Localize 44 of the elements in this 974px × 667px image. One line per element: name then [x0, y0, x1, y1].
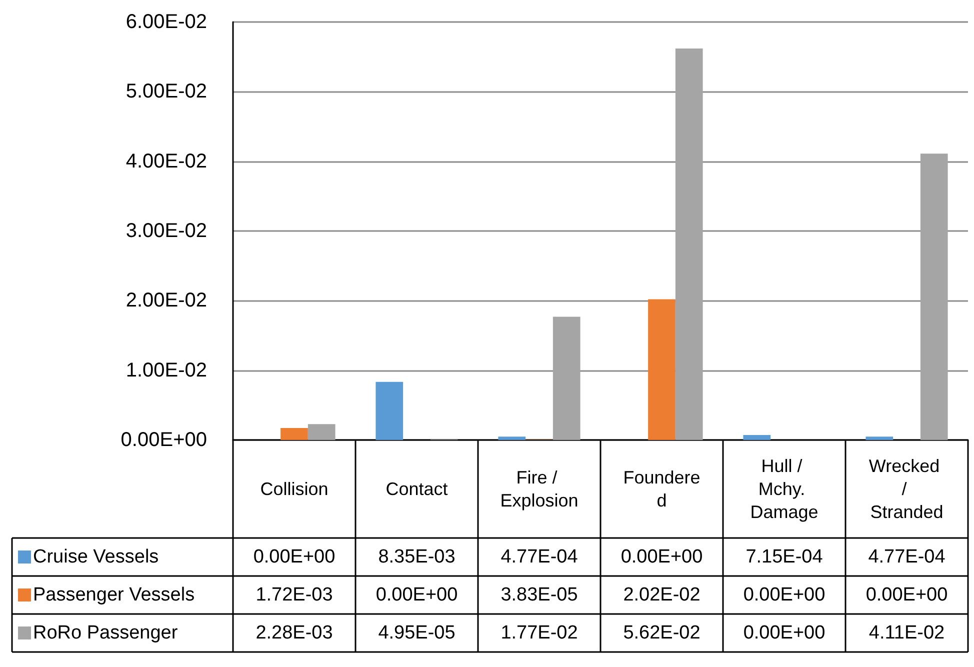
- y-tick-label: 5.00E-02: [126, 80, 207, 103]
- bar: [648, 299, 676, 440]
- bar: [675, 48, 703, 440]
- data-label: 0.00E+00: [620, 546, 703, 568]
- data-label: 2.28E-03: [256, 622, 333, 644]
- y-tick-label: 2.00E-02: [126, 290, 207, 312]
- bar: [552, 316, 580, 440]
- data-label: 0.00E+00: [376, 584, 458, 606]
- data-label: 2.02E-02: [623, 584, 700, 606]
- data-label: 7.15E-04: [746, 546, 824, 568]
- legend-label: Cruise Vessels: [33, 546, 159, 568]
- x-tick-label: Fire / Explosion: [500, 468, 578, 510]
- y-tick-label: 6.00E-02: [126, 11, 207, 33]
- data-label: 4.11E-02: [868, 622, 945, 644]
- data-label: 0.00E+00: [743, 584, 826, 606]
- y-tick-label: 3.00E-02: [126, 220, 207, 242]
- data-label: 0.00E+00: [866, 584, 948, 606]
- data-label: 1.72E-03: [256, 584, 333, 606]
- x-tick-label: Collision: [260, 479, 328, 499]
- bar: [866, 436, 894, 440]
- data-label: 4.77E-04: [868, 546, 946, 568]
- x-tick-label: Wrecked / Stranded: [868, 456, 945, 522]
- x-tick-label: Hull / Mchy. Damage: [750, 456, 818, 522]
- data-label: 3.83E-05: [500, 584, 578, 606]
- x-tick-label: Foundered: [623, 468, 700, 510]
- data-label: 4.77E-04: [500, 546, 578, 568]
- data-label: 8.35E-03: [378, 546, 456, 568]
- x-tick-label: Contact: [386, 479, 448, 499]
- data-label: 4.95E-05: [378, 622, 456, 644]
- y-tick-label: 1.00E-02: [126, 359, 207, 382]
- legend-label: RoRo Passenger: [33, 622, 178, 644]
- bar: [920, 154, 948, 440]
- bar: [376, 382, 404, 440]
- y-tick-label: 4.00E-02: [126, 150, 207, 172]
- data-label: 0.00E+00: [743, 622, 826, 644]
- legend-label: Passenger Vessels: [33, 584, 195, 606]
- data-label: 0.00E+00: [253, 546, 336, 568]
- data-label: 5.62E-02: [623, 622, 700, 644]
- bar: [308, 424, 336, 440]
- data-label: 1.77E-02: [500, 622, 578, 644]
- bar: [280, 428, 308, 440]
- bar: [743, 435, 771, 440]
- y-tick-label: 0.00E+00: [120, 429, 207, 451]
- bar: [498, 436, 526, 440]
